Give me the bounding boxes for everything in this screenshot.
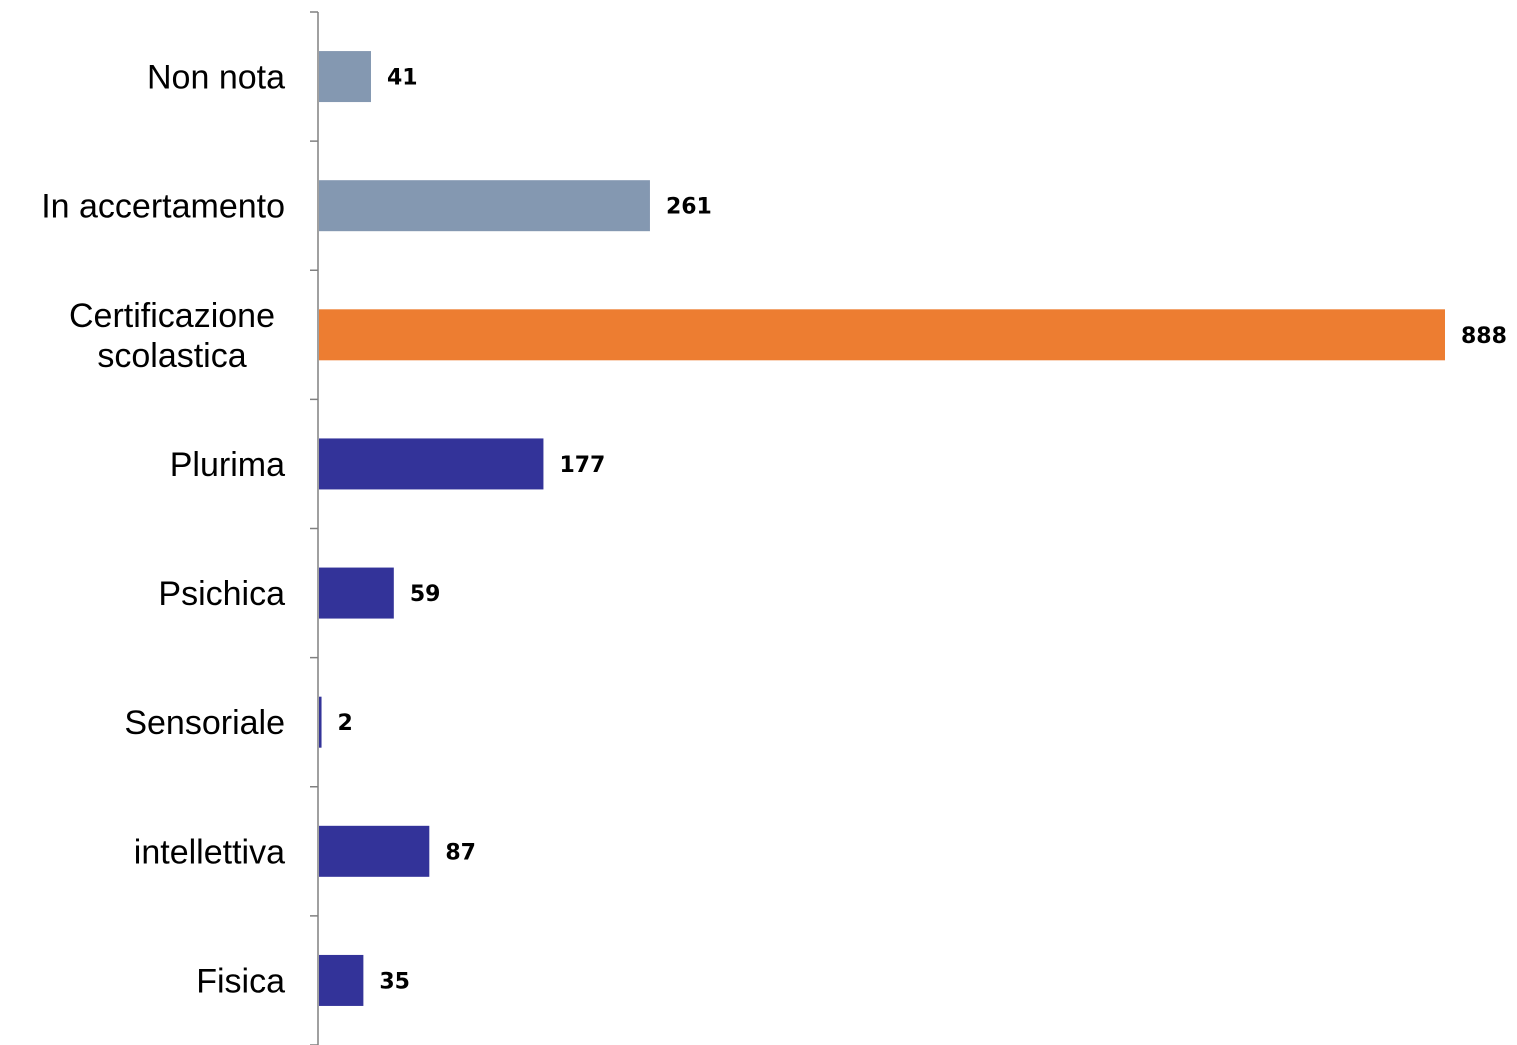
category-label-line: scolastica xyxy=(97,337,246,375)
data-label: 2 xyxy=(338,711,353,736)
category-label: Non nota xyxy=(147,59,285,97)
bar xyxy=(319,567,394,619)
data-label: 177 xyxy=(559,453,605,478)
data-label: 87 xyxy=(445,840,476,865)
data-label: 35 xyxy=(379,969,410,994)
category-label: Psichica xyxy=(158,575,285,613)
category-label-line: intellettiva xyxy=(134,833,285,871)
labels: 41 Non nota 261 In accertamento 888 Certifica… xyxy=(41,59,1507,1001)
category-label: Certificazione scolastica xyxy=(69,297,275,375)
category-label-line: Non nota xyxy=(147,59,285,97)
bar xyxy=(319,309,1445,361)
category-label-line: Plurima xyxy=(170,446,285,484)
category-label-line: Fisica xyxy=(196,962,285,1000)
bar xyxy=(319,51,371,103)
category-label-line: In accertamento xyxy=(41,188,285,226)
bars xyxy=(319,51,1445,1006)
category-label: Fisica xyxy=(196,962,285,1000)
data-label: 41 xyxy=(387,66,418,91)
category-label: intellettiva xyxy=(134,833,285,871)
data-label: 261 xyxy=(666,195,712,220)
data-label: 888 xyxy=(1461,324,1507,349)
category-label-line: Psichica xyxy=(158,575,285,613)
category-label: Sensoriale xyxy=(124,704,285,742)
category-axis xyxy=(310,11,319,1045)
bar xyxy=(319,180,650,232)
category-label-line: Sensoriale xyxy=(124,704,285,742)
bar xyxy=(319,438,544,490)
bar xyxy=(319,825,430,877)
bar xyxy=(319,696,322,748)
category-label: Plurima xyxy=(170,446,285,484)
data-label: 59 xyxy=(410,582,441,607)
bar xyxy=(319,954,364,1006)
category-label-line: Certificazione xyxy=(69,297,275,335)
category-label: In accertamento xyxy=(41,188,285,226)
